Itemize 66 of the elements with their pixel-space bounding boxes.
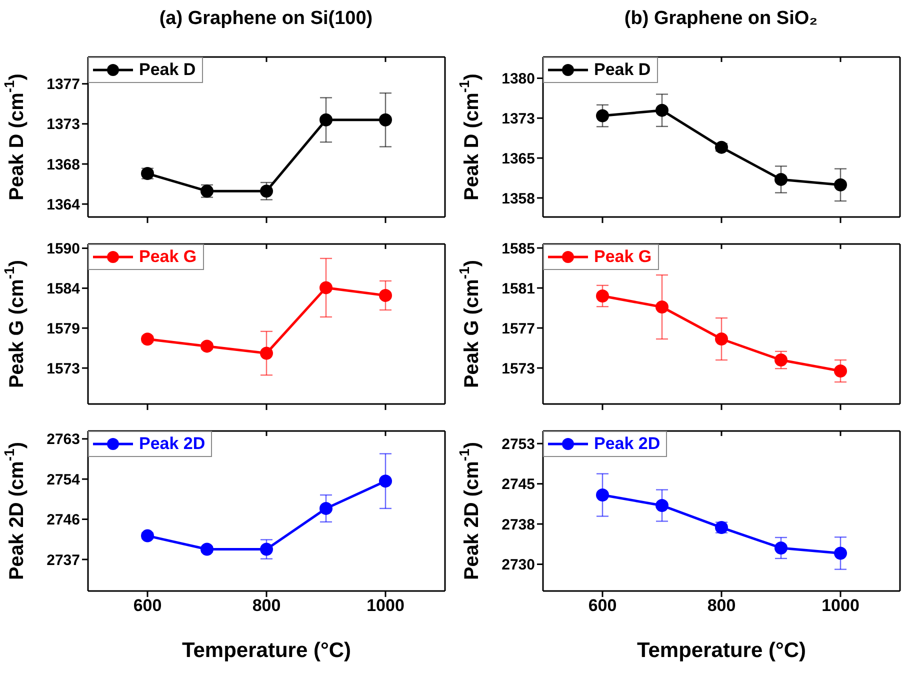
y-tick-label: 2754 (46, 471, 81, 488)
y-tick-label: 1573 (502, 360, 535, 378)
chart-title: (a) Graphene on Si(100) (158, 8, 374, 30)
legend-label: Peak 2D (139, 434, 206, 454)
x-axis-title: Temperature (°C) (636, 639, 806, 662)
y-tick-label: 2737 (46, 552, 80, 569)
x-tick-label: 1000 (366, 596, 404, 616)
chart-title: (b) Graphene on SiO₂ (623, 8, 819, 30)
point (260, 346, 273, 360)
y-tick-label: 2763 (46, 431, 80, 448)
point (715, 332, 728, 346)
point (656, 104, 668, 117)
point (656, 498, 668, 512)
legend-label: Peak G (594, 247, 652, 267)
point (200, 340, 214, 353)
y-tick-label: 1577 (502, 320, 535, 338)
point (320, 113, 332, 126)
point (834, 364, 847, 378)
y-tick-label: 1373 (46, 116, 80, 134)
y-tick-label: 2753 (502, 436, 535, 453)
y-tick-label: 1373 (502, 110, 535, 128)
point (320, 502, 332, 515)
y-tick-label: 1584 (46, 280, 81, 298)
y-tick-label: 1358 (502, 190, 535, 208)
point (141, 529, 154, 542)
point (774, 172, 788, 186)
point (596, 488, 609, 502)
point (774, 541, 788, 554)
x-tick-label: 1000 (822, 596, 860, 616)
x-tick-label: 600 (133, 596, 162, 616)
x-tick-label: 600 (588, 596, 617, 616)
point (596, 290, 609, 302)
point (260, 184, 273, 198)
y-tick-label: 1368 (46, 156, 80, 174)
y-tick-label: 1377 (46, 76, 80, 94)
point (200, 542, 214, 556)
legend-label: Peak 2D (594, 434, 660, 454)
y-tick-label: 1364 (46, 196, 81, 214)
y-tick-label: 2746 (46, 512, 80, 529)
point (596, 109, 609, 122)
point (656, 300, 668, 314)
y-tick-label: 1380 (502, 70, 535, 88)
y-tick-label: 1365 (502, 150, 535, 168)
point (141, 332, 154, 346)
legend-label: Peak D (594, 60, 651, 80)
y-tick-label: 1585 (502, 240, 535, 258)
y-tick-label: 1573 (46, 360, 80, 378)
x-axis-title: Temperature (°C) (182, 639, 352, 662)
y-tick-label: 2730 (502, 556, 535, 574)
point (379, 113, 392, 126)
point (834, 178, 847, 192)
y-tick-label: 1590 (46, 240, 80, 258)
point (379, 288, 392, 302)
x-tick-label: 800 (252, 596, 281, 616)
y-tick-label: 2738 (502, 516, 535, 534)
y-tick-label: 2745 (502, 476, 535, 494)
y-tick-label: 1579 (46, 320, 80, 338)
point (379, 474, 392, 488)
point (774, 354, 788, 366)
legend-label: Peak G (139, 247, 197, 267)
point (320, 281, 332, 294)
y-tick-label: 1581 (502, 280, 535, 298)
legend-label: Peak D (139, 60, 196, 80)
point (260, 542, 273, 556)
point (834, 546, 847, 560)
x-tick-label: 800 (707, 596, 736, 616)
